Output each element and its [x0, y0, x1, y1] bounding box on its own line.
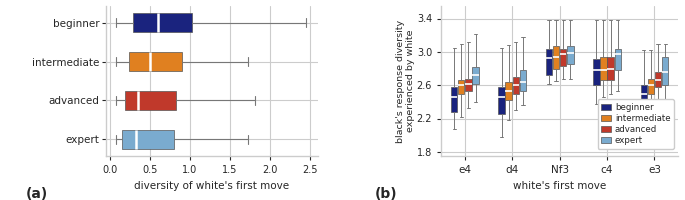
PathPatch shape — [546, 48, 552, 75]
PathPatch shape — [655, 72, 661, 87]
X-axis label: diversity of white's first move: diversity of white's first move — [134, 181, 290, 191]
PathPatch shape — [125, 91, 175, 110]
PathPatch shape — [553, 46, 559, 68]
PathPatch shape — [122, 130, 174, 149]
Text: (b): (b) — [375, 187, 397, 200]
PathPatch shape — [614, 48, 621, 70]
X-axis label: white's first move: white's first move — [513, 181, 606, 191]
PathPatch shape — [506, 82, 512, 100]
PathPatch shape — [648, 78, 654, 93]
PathPatch shape — [465, 78, 471, 91]
PathPatch shape — [560, 48, 566, 66]
Y-axis label: black's response diversity
experienced by white: black's response diversity experienced b… — [396, 19, 415, 143]
PathPatch shape — [608, 57, 614, 80]
Text: (a): (a) — [26, 187, 48, 200]
PathPatch shape — [458, 80, 464, 93]
Legend: beginner, intermediate, advanced, expert: beginner, intermediate, advanced, expert — [597, 99, 674, 149]
PathPatch shape — [640, 85, 647, 104]
PathPatch shape — [499, 87, 505, 114]
PathPatch shape — [512, 77, 519, 93]
PathPatch shape — [451, 87, 458, 112]
PathPatch shape — [600, 57, 607, 80]
PathPatch shape — [567, 46, 573, 64]
PathPatch shape — [593, 59, 599, 85]
PathPatch shape — [520, 70, 526, 91]
PathPatch shape — [473, 67, 479, 83]
PathPatch shape — [662, 57, 669, 85]
PathPatch shape — [129, 52, 182, 71]
PathPatch shape — [132, 13, 192, 32]
